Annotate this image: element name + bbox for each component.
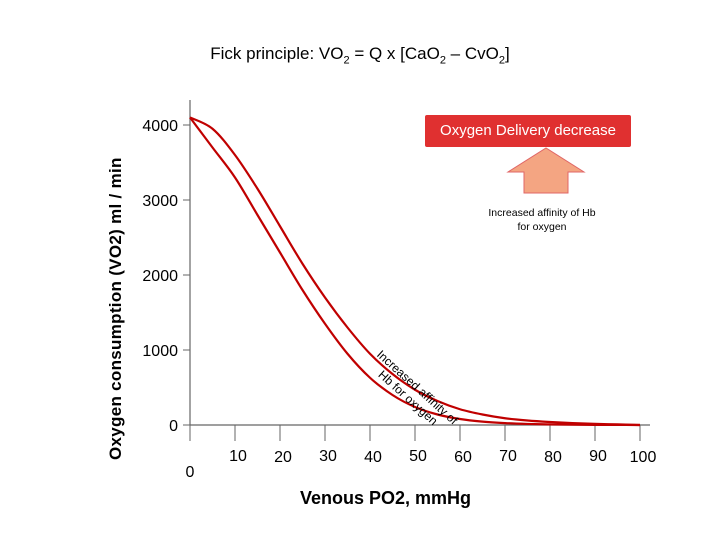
x-tick-label: 70 [499, 448, 517, 465]
x-axis-label: Venous PO2, mmHg [300, 488, 472, 508]
x-tick-label: 40 [364, 449, 382, 466]
up-arrow-icon [506, 147, 586, 194]
x-tick-label: 10 [229, 448, 247, 465]
x-tick-label: 20 [274, 449, 292, 466]
x-tick-label: 80 [544, 449, 562, 466]
series-line-2 [189, 116, 641, 427]
y-tick-label: 4000 [142, 118, 178, 135]
x-tick-label: 0 [186, 464, 195, 481]
x-tick-label: 60 [454, 449, 472, 466]
y-tick-label: 0 [169, 418, 178, 435]
up-arrow-icon [506, 147, 586, 194]
x-tick-label: 100 [630, 449, 657, 466]
series-group [189, 116, 641, 427]
axes: 0 1000 2000 3000 4000 0 10 20 30 40 50 60 70 80 90 100 [142, 100, 656, 481]
delivery-decrease-badge: Oxygen Delivery decrease [425, 115, 631, 147]
chart-title: Fick principle: VO2 = Q x [CaO2 – CvO2] [210, 44, 510, 67]
x-tick-label: 90 [589, 448, 607, 465]
x-tick-label: 50 [409, 448, 427, 465]
series-line-1 [189, 116, 641, 427]
x-tick-label: 30 [319, 448, 337, 465]
y-tick-label: 1000 [142, 343, 178, 360]
y-tick-label: 3000 [142, 193, 178, 210]
affinity-note: Increased affinity of Hb for oxygen [488, 206, 596, 234]
y-tick-label: 2000 [142, 268, 178, 285]
